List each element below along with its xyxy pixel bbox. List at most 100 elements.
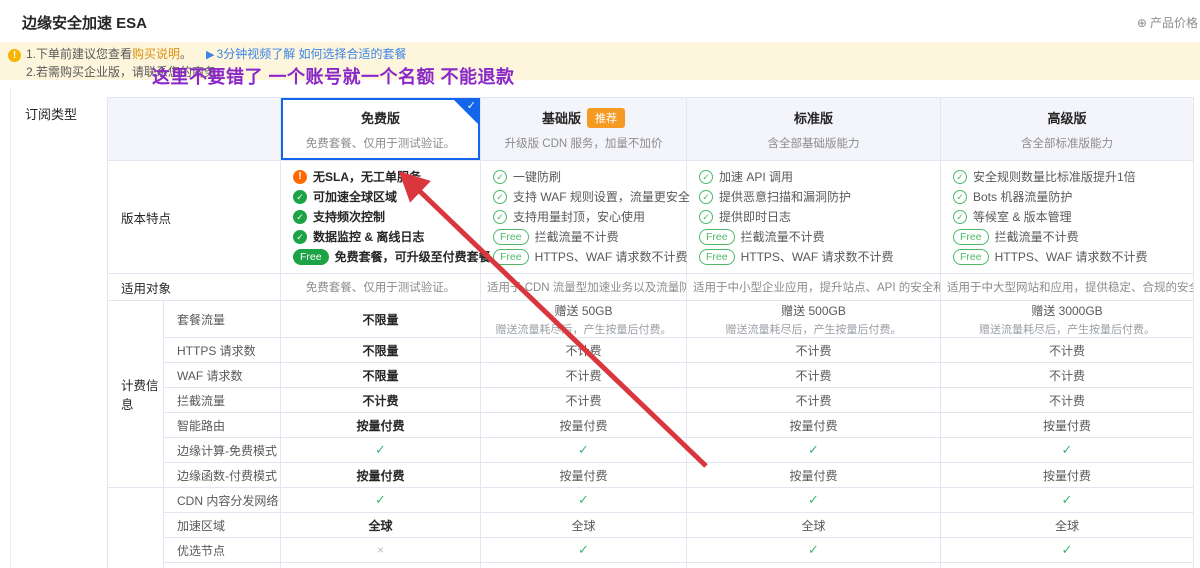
cell-premium: 不计费 <box>940 387 1194 413</box>
audience-standard: 适用于中小型企业应用，提升站点、API 的安全和加速能力。 <box>686 273 941 301</box>
cell-basic: 按量付费 <box>480 412 687 438</box>
feature-text: Bots 机器流量防护 <box>973 190 1073 204</box>
feature-item: Free 拦截流量不计费 <box>493 227 676 247</box>
table-row <box>108 562 1194 568</box>
feature-item: Free 拦截流量不计费 <box>953 227 1183 247</box>
check-outline-icon: ✓ <box>953 210 967 224</box>
feature-item: ✓ 支持频次控制 <box>293 207 470 227</box>
table-row: 边缘计算-免费模式 ✓ ✓ ✓ ✓ <box>108 437 1194 463</box>
free-badge: Free <box>293 249 329 265</box>
plan-card-free[interactable]: ✓ 免费版 免费套餐、仅用于测试验证。 <box>280 97 481 161</box>
cell-free: 不计费 <box>280 387 481 413</box>
table-row: 加速区域 全球 全球 全球 全球 <box>108 512 1194 538</box>
feature-item: Free 拦截流量不计费 <box>699 227 930 247</box>
table-row: 版本特点 ! 无SLA，无工单服务 ✓ 可加速全球区域 ✓ 支持频次控制 ✓ 数据监控 … <box>107 160 1194 274</box>
cell-free cross-icon: × <box>280 537 481 563</box>
feature-item: Free HTTPS、WAF 请求数不计费 <box>953 247 1183 267</box>
free-outline-badge: Free <box>699 229 735 245</box>
table-row: ✓ 免费版 免费套餐、仅用于测试验证。 基础版 推荐 升级版 CDN 服务，加量不… <box>107 97 1194 161</box>
plan-subtitle-basic: 升级版 CDN 服务，加量不加价 <box>504 137 663 150</box>
free-outline-badge: Free <box>953 229 989 245</box>
cell-premium <box>940 562 1194 568</box>
cell-standard check-icon: ✓ <box>686 487 941 513</box>
feature-text: 免费套餐，可升级至付费套餐 <box>334 250 491 264</box>
feature-item: Free HTTPS、WAF 请求数不计费 <box>699 247 930 267</box>
cell-note: 赠送流量耗尽后，产生按量后付费。 <box>495 323 672 336</box>
table-row: 计费信息 套餐流量 不限量 赠送 50GB 赠送流量耗尽后，产生按量后付费。 赠送… <box>107 300 1194 488</box>
free-outline-badge: Free <box>699 249 735 265</box>
feature-item: ✓ 提供即时日志 <box>699 207 930 227</box>
features-standard-cell: ✓ 加速 API 调用 ✓ 提供恶意扫描和漏洞防护 ✓ 提供即时日志 Free 拦截流量… <box>686 160 941 274</box>
cell-premium: 不计费 <box>940 362 1194 388</box>
cell-basic <box>480 562 687 568</box>
notice-line-2: 2.若需购买企业版，请联系您的商务。 <box>26 65 229 79</box>
plan-card-standard[interactable]: 标准版 含全部基础版能力 <box>686 97 941 161</box>
cell-basic: 全球 <box>480 512 687 538</box>
row-label: 套餐流量 <box>163 300 281 338</box>
free-outline-badge: Free <box>953 249 989 265</box>
check-outline-icon: ✓ <box>493 210 507 224</box>
feature-text: 支持 WAF 规则设置，流量更安全 <box>513 190 690 204</box>
selected-corner <box>452 98 480 126</box>
feature-text: 一键防刷 <box>513 170 562 184</box>
feature-text: 提供即时日志 <box>719 210 792 224</box>
table-row: WAF 请求数 不限量 不计费 不计费 不计费 <box>108 362 1194 388</box>
feature-item: Free HTTPS、WAF 请求数不计费 <box>493 247 687 267</box>
row-label: 边缘函数-付费模式 <box>163 462 281 488</box>
cell-premium check-icon: ✓ <box>940 437 1194 463</box>
table-row: HTTPS 请求数 不限量 不计费 不计费 不计费 <box>108 337 1194 363</box>
cell-standard: 不计费 <box>686 387 941 413</box>
purchase-guide-link[interactable]: 购买说明 <box>132 47 181 61</box>
cell-standard check-icon: ✓ <box>686 437 941 463</box>
panel-divider <box>10 88 11 568</box>
cell-standard: 按量付费 <box>686 462 941 488</box>
cell-premium: 全球 <box>940 512 1194 538</box>
cell-basic: 不计费 <box>480 387 687 413</box>
cell-basic: 按量付费 <box>480 462 687 488</box>
audience-free: 免费套餐、仅用于测试验证。 <box>280 273 481 301</box>
check-icon: ✓ <box>293 230 307 244</box>
plan-subtitle-standard: 含全部基础版能力 <box>767 137 860 150</box>
row-label: WAF 请求数 <box>163 362 281 388</box>
cell-free: 不限量 <box>280 337 481 363</box>
cell-premium: 按量付费 <box>940 412 1194 438</box>
top-bar: 边缘安全加速 ESA ⊕ 产品价格 <box>0 0 1200 42</box>
plan-card-basic[interactable]: 基础版 推荐 升级版 CDN 服务，加量不加价 <box>480 97 687 161</box>
features-free-cell: ! 无SLA，无工单服务 ✓ 可加速全球区域 ✓ 支持频次控制 ✓ 数据监控 & 离线日… <box>280 160 491 274</box>
cell-standard check-icon: ✓ <box>686 537 941 563</box>
plan-name-standard: 标准版 <box>793 110 833 126</box>
check-outline-icon: ✓ <box>493 190 507 204</box>
check-icon: ✓ <box>293 190 307 204</box>
row-label: 智能路由 <box>163 412 281 438</box>
selected-check-icon: ✓ <box>466 100 476 112</box>
cell-premium check-icon: ✓ <box>940 487 1194 513</box>
audience-premium: 适用于中大型网站和应用，提供稳定、合规的安全加速服务。 <box>940 273 1194 301</box>
feature-text: 安全规则数量比标准版提升1倍 <box>973 170 1136 184</box>
plan-card-premium[interactable]: 高级版 含全部标准版能力 <box>940 97 1194 161</box>
feature-item: ✓ 支持 WAF 规则设置，流量更安全 <box>493 187 690 207</box>
cell-free: 按量付费 <box>280 462 481 488</box>
feature-item: ! 无SLA，无工单服务 <box>293 167 470 187</box>
product-price-link[interactable]: ⊕ 产品价格 <box>1137 14 1198 31</box>
feature-item: ✓ 一键防刷 <box>493 167 676 187</box>
check-outline-icon: ✓ <box>699 190 713 204</box>
annotation-text: 这里不要错了 一个账号就一个名额 不能退款 <box>152 67 515 87</box>
table-row: 边缘函数-付费模式 按量付费 按量付费 按量付费 按量付费 <box>108 462 1194 488</box>
row-label-audience: 适用对象 <box>107 273 281 301</box>
recommend-badge: 推荐 <box>587 107 625 128</box>
feature-item: ✓ 安全规则数量比标准版提升1倍 <box>953 167 1183 187</box>
feature-text: HTTPS、WAF 请求数不计费 <box>994 250 1148 264</box>
plan-subtitle-premium: 含全部标准版能力 <box>1021 137 1113 150</box>
feature-text: 数据监控 & 离线日志 <box>313 230 425 244</box>
notice-line-1: 1.下单前建议您查看购买说明。 ▶ 3分钟视频了解 如何选择合适的套餐 <box>26 46 1200 64</box>
video-link[interactable]: 3分钟视频了解 如何选择合适的套餐 <box>216 47 407 61</box>
feature-item: ✓ 支持用量封顶，安心使用 <box>493 207 676 227</box>
header-empty-cell <box>107 97 281 161</box>
group-label-network <box>107 487 164 568</box>
table-row: CDN 内容分发网络 ✓ ✓ ✓ ✓ <box>107 487 1194 568</box>
feature-text: 拦截流量不计费 <box>994 230 1079 244</box>
check-outline-icon: ✓ <box>493 170 507 184</box>
feature-text: 无SLA，无工单服务 <box>313 170 422 184</box>
feature-text: 提供恶意扫描和漏洞防护 <box>719 190 852 204</box>
